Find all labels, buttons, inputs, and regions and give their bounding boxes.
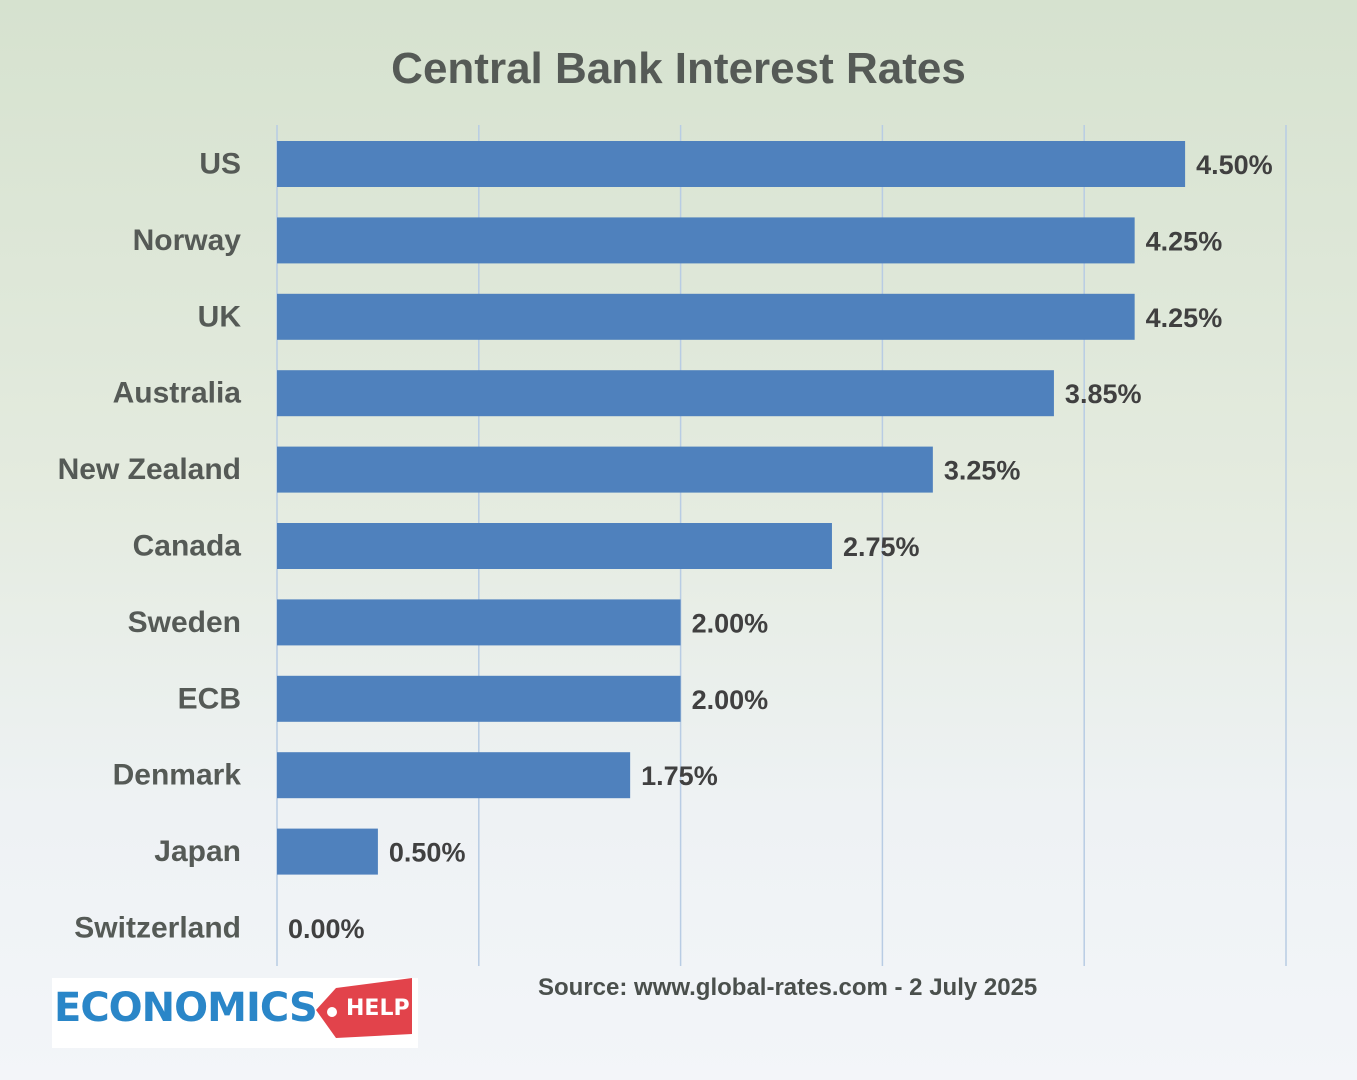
source-note: Source: www.global-rates.com - 2 July 20… [538, 974, 1038, 1001]
category-label: Switzerland [74, 912, 241, 945]
chart-title: Central Bank Interest Rates [391, 44, 966, 93]
data-label: 4.25% [1146, 303, 1223, 333]
logo-wordmark: ECONOMICS [54, 985, 318, 1031]
data-label: 1.75% [641, 761, 718, 791]
data-label: 2.00% [692, 608, 769, 638]
data-label: 2.00% [692, 685, 769, 715]
category-label: US [199, 148, 241, 181]
category-label: Sweden [128, 606, 241, 639]
value-labels: 4.50% 4.25% 4.25% 3.85% 3.25% 2.75% 2.00% 2.00%… [288, 150, 1273, 944]
bar [277, 599, 681, 646]
category-label: Japan [154, 835, 241, 868]
logo-tag-label: HELP [346, 996, 410, 1021]
economics-help-logo: ECONOMICS HELP [52, 978, 418, 1048]
category-label: ECB [178, 682, 241, 715]
category-label: Australia [113, 377, 242, 410]
bars [277, 141, 1186, 875]
category-label: Canada [133, 530, 242, 563]
category-label: Norway [133, 224, 242, 257]
data-label: 4.25% [1146, 226, 1223, 256]
bar [277, 828, 378, 875]
bar [277, 141, 1186, 187]
data-label: 3.85% [1065, 379, 1142, 409]
data-label: 0.50% [389, 838, 466, 868]
data-label: 4.50% [1196, 150, 1273, 180]
data-label: 0.00% [288, 914, 365, 944]
category-label: Denmark [113, 759, 242, 792]
bar [277, 293, 1135, 340]
data-label: 2.75% [843, 532, 920, 562]
bar [277, 446, 933, 493]
bar [277, 675, 681, 722]
category-labels: US Norway UK Australia New Zealand Canada Swed… [58, 148, 242, 945]
bar [277, 217, 1135, 264]
bar [277, 752, 631, 799]
category-label: New Zealand [58, 453, 241, 486]
price-tag-icon [316, 978, 412, 1038]
bar [277, 370, 1054, 417]
bar [277, 523, 832, 569]
data-label: 3.25% [944, 456, 1021, 486]
category-label: UK [198, 300, 242, 333]
